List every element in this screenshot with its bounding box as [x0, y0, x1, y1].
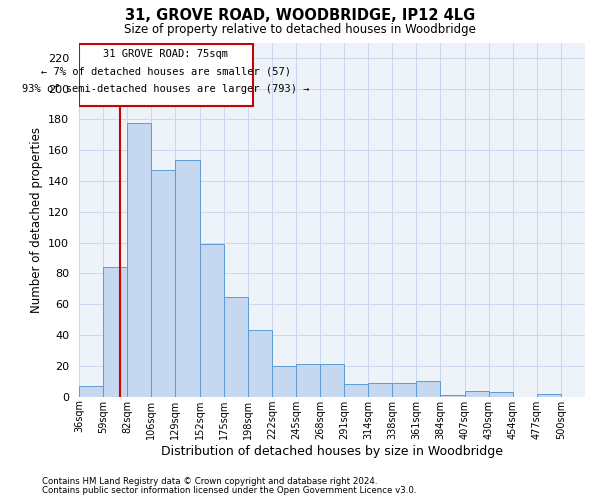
- Text: 31 GROVE ROAD: 75sqm: 31 GROVE ROAD: 75sqm: [103, 48, 228, 58]
- Bar: [368, 383, 392, 396]
- Bar: [200, 244, 224, 396]
- Bar: [79, 44, 253, 106]
- Bar: [175, 160, 200, 396]
- Bar: [320, 364, 344, 396]
- Bar: [296, 364, 320, 396]
- Text: ← 7% of detached houses are smaller (57): ← 7% of detached houses are smaller (57): [41, 66, 291, 76]
- Bar: [416, 382, 440, 396]
- Bar: [79, 386, 103, 396]
- Text: 93% of semi-detached houses are larger (793) →: 93% of semi-detached houses are larger (…: [22, 84, 310, 94]
- Text: Size of property relative to detached houses in Woodbridge: Size of property relative to detached ho…: [124, 22, 476, 36]
- Y-axis label: Number of detached properties: Number of detached properties: [29, 126, 43, 312]
- Bar: [440, 395, 464, 396]
- Bar: [248, 330, 272, 396]
- Bar: [488, 392, 513, 396]
- X-axis label: Distribution of detached houses by size in Woodbridge: Distribution of detached houses by size …: [161, 444, 503, 458]
- Bar: [537, 394, 561, 396]
- Bar: [224, 296, 248, 396]
- Bar: [464, 390, 488, 396]
- Bar: [103, 268, 127, 396]
- Bar: [151, 170, 175, 396]
- Bar: [272, 366, 296, 396]
- Bar: [127, 122, 151, 396]
- Bar: [344, 384, 368, 396]
- Text: Contains HM Land Registry data © Crown copyright and database right 2024.: Contains HM Land Registry data © Crown c…: [42, 477, 377, 486]
- Text: Contains public sector information licensed under the Open Government Licence v3: Contains public sector information licen…: [42, 486, 416, 495]
- Text: 31, GROVE ROAD, WOODBRIDGE, IP12 4LG: 31, GROVE ROAD, WOODBRIDGE, IP12 4LG: [125, 8, 475, 22]
- Bar: [392, 383, 416, 396]
